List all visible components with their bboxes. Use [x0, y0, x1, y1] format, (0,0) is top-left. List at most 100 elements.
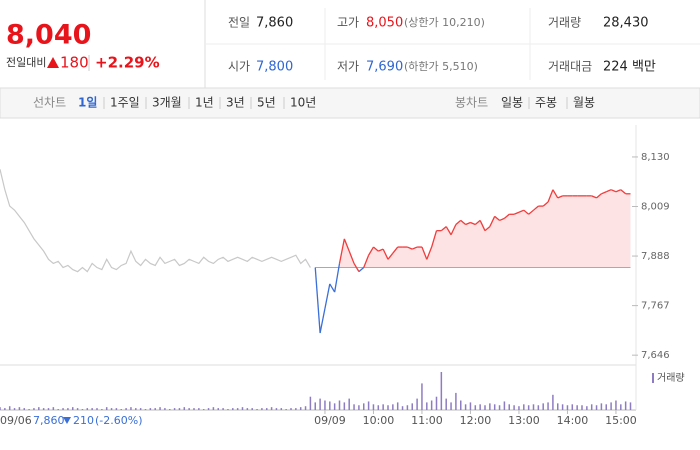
volume-bar — [246, 408, 249, 410]
price-segment — [547, 189, 554, 203]
price-segment — [474, 219, 481, 226]
price-segment — [552, 189, 559, 199]
period-tab[interactable]: 1일 — [78, 96, 97, 110]
candle-tab[interactable]: 월봉 — [573, 96, 595, 110]
volume-bar — [266, 408, 268, 410]
volume-bar — [86, 408, 89, 410]
stat-label: 고가 — [337, 16, 359, 30]
volume-bar — [91, 408, 93, 410]
volume-bar — [600, 403, 603, 410]
volume-bar — [372, 404, 375, 410]
price-segment — [591, 195, 597, 199]
volume-bar — [450, 402, 452, 410]
period-tab[interactable]: 1주일 — [110, 96, 140, 110]
volume-bar — [232, 408, 234, 410]
volume-bar — [523, 404, 525, 410]
x-tick-label: 13:00 — [508, 414, 540, 427]
volume-bar — [23, 408, 25, 410]
price-segment — [528, 209, 534, 215]
volume-bar — [406, 405, 409, 410]
price-segment — [421, 246, 428, 260]
stat-value: 224 백만 — [603, 60, 656, 75]
volume-bar — [396, 402, 399, 410]
x-tick-label: 10:00 — [363, 414, 395, 427]
price-segment — [392, 246, 399, 254]
volume-bar — [227, 409, 229, 410]
volume-bar — [52, 407, 55, 410]
candle-tab[interactable]: 일봉 — [501, 96, 523, 110]
volume-bar — [493, 404, 496, 410]
stat-label: 거래대금 — [548, 60, 592, 74]
volume-bar — [120, 409, 122, 410]
price-segment — [455, 219, 462, 226]
x-tick-label: 15:00 — [605, 414, 637, 427]
price-segment — [426, 246, 433, 260]
volume-bar — [295, 408, 297, 410]
price-segment — [484, 226, 491, 232]
stat-note: (하한가 5,510) — [404, 59, 478, 73]
x-tick-label: 11:00 — [411, 414, 443, 427]
price-segment — [620, 189, 627, 195]
price-segment — [596, 193, 602, 199]
period-tab[interactable]: 3년 — [226, 96, 245, 110]
stat-label: 전일 — [228, 16, 250, 30]
volume-bar — [314, 402, 316, 410]
volume-bar — [67, 408, 69, 410]
volume-bar — [76, 408, 79, 410]
volume-bar — [96, 408, 98, 410]
price-segment — [329, 283, 336, 293]
legend-label: 거래량 — [657, 372, 685, 384]
change-label: 전일대비 — [6, 55, 46, 69]
tab-label: 선차트 — [33, 96, 66, 110]
volume-bar — [416, 398, 418, 410]
period-tab[interactable]: 3개월 — [152, 96, 182, 110]
volume-bar — [338, 400, 341, 410]
price-segment — [363, 255, 370, 268]
price-segment — [523, 209, 530, 215]
period-tab[interactable]: 10년 — [290, 96, 316, 110]
price-segment — [450, 224, 457, 236]
volume-bar — [62, 408, 64, 410]
price-segment — [513, 211, 520, 215]
period-tab[interactable]: 5년 — [257, 96, 276, 110]
prev-day-line — [0, 169, 311, 273]
price-segment — [431, 230, 438, 248]
volume-bar — [149, 408, 152, 410]
volume-bar — [81, 409, 84, 410]
price-segment — [324, 283, 331, 309]
volume-bar — [236, 408, 239, 410]
volume-bar — [426, 402, 428, 410]
volume-bar — [4, 408, 6, 410]
footer-change: 210 — [73, 414, 94, 427]
stat-label: 시가 — [228, 60, 250, 74]
volume-bar — [484, 405, 486, 410]
volume-bar — [0, 407, 1, 410]
volume-bar — [435, 396, 438, 410]
price: 8,040 — [6, 20, 91, 51]
period-tab[interactable]: 1년 — [195, 96, 214, 110]
volume-bar — [154, 408, 156, 410]
volume-bar — [605, 404, 607, 410]
volume-bar — [173, 408, 176, 410]
price-segment — [479, 220, 486, 231]
volume-bar — [537, 405, 540, 410]
volume-bar — [464, 404, 467, 410]
price-segment — [319, 308, 326, 334]
x-tick-label: 09/06 — [0, 414, 32, 427]
volume-bar — [164, 408, 166, 410]
price-segment — [610, 189, 617, 193]
stat-value: 7,860 — [256, 16, 293, 31]
volume-bar — [455, 392, 457, 410]
volume-bar — [532, 404, 535, 410]
candle-tab[interactable]: 주봉 — [535, 96, 557, 110]
volume-bar — [566, 405, 569, 410]
volume-bar — [430, 400, 433, 410]
volume-bar — [130, 407, 132, 410]
volume-bar — [275, 408, 278, 410]
volume-bar — [101, 409, 103, 410]
y-tick-label: 7,888 — [641, 251, 670, 262]
price-segment — [387, 252, 394, 260]
volume-bar — [411, 403, 413, 410]
volume-bar — [367, 401, 370, 410]
